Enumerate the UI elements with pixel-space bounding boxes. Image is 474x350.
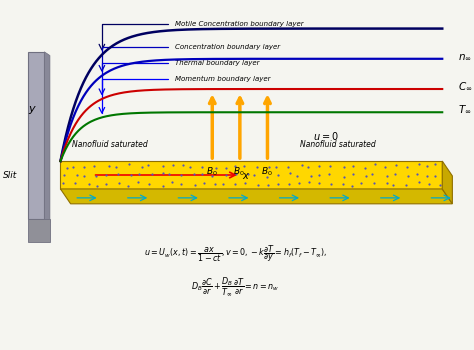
Text: Nanofluid saturated: Nanofluid saturated bbox=[300, 140, 375, 149]
Text: $C_{\infty}$: $C_{\infty}$ bbox=[458, 80, 473, 92]
Polygon shape bbox=[45, 52, 50, 223]
Text: $T_{\infty}$: $T_{\infty}$ bbox=[458, 103, 472, 115]
Text: $u = U_w(x,t) = \dfrac{ax}{1-ct}, v = 0, -k\dfrac{\partial T}{\partial y} = h_f(: $u = U_w(x,t) = \dfrac{ax}{1-ct}, v = 0,… bbox=[144, 244, 327, 264]
Text: $y$: $y$ bbox=[28, 104, 37, 116]
Text: $B_0$: $B_0$ bbox=[261, 165, 273, 177]
Text: $x$: $x$ bbox=[242, 171, 250, 181]
Text: Concentration boundary layer: Concentration boundary layer bbox=[175, 44, 281, 50]
Text: Nanofluid saturated: Nanofluid saturated bbox=[72, 140, 148, 149]
Bar bbox=[61, 161, 442, 189]
Text: $D_B\dfrac{\partial C}{\partial r} + \dfrac{D_B}{T_{\infty}}\dfrac{\partial T}{\: $D_B\dfrac{\partial C}{\partial r} + \df… bbox=[191, 275, 280, 298]
Text: $B_0$: $B_0$ bbox=[233, 165, 245, 177]
Text: $B_0$: $B_0$ bbox=[206, 165, 218, 177]
Polygon shape bbox=[61, 189, 452, 204]
Bar bbox=[28, 219, 50, 243]
Text: $n_{\infty}$: $n_{\infty}$ bbox=[458, 51, 472, 62]
Text: Momentum boundary layer: Momentum boundary layer bbox=[175, 76, 271, 82]
Polygon shape bbox=[442, 161, 452, 204]
Text: Slit: Slit bbox=[3, 170, 17, 180]
Text: Thermal boundary layer: Thermal boundary layer bbox=[175, 61, 260, 66]
Text: $u = 0$: $u = 0$ bbox=[313, 130, 339, 142]
Bar bbox=[28, 52, 45, 219]
Text: Motile Concentration boundary layer: Motile Concentration boundary layer bbox=[175, 21, 304, 27]
